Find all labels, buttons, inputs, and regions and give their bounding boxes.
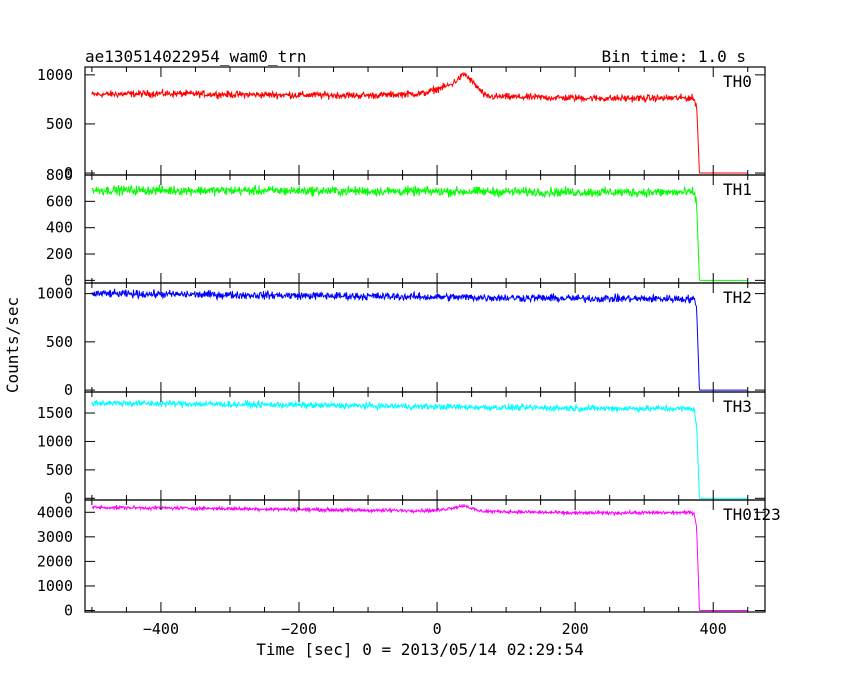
bin-time-label: Bin time: 1.0 s <box>602 47 747 66</box>
y-tick-label: 800 <box>46 166 73 184</box>
y-axis-label: Counts/sec <box>3 297 22 393</box>
panel-label-th2: TH2 <box>723 288 752 307</box>
panel-frame-th0123 <box>84 499 766 613</box>
series-line-th2 <box>91 288 748 391</box>
chart-title: ae130514022954_wam0_trn <box>85 47 307 66</box>
x-tick-label: 400 <box>700 620 727 638</box>
y-tick-label: 400 <box>46 219 73 237</box>
y-tick-label: 4000 <box>37 503 73 521</box>
panel-label-th0: TH0 <box>723 72 752 91</box>
y-tick-label: 0 <box>64 271 73 289</box>
x-tick-label: 0 <box>433 620 442 638</box>
y-tick-label: 2000 <box>37 552 73 570</box>
panels-group: 0 500 1000 TH0 0 200 400 600 800 TH1 0 500 1000 TH2 0 5… <box>37 66 781 620</box>
panel-label-th3: TH3 <box>723 397 752 416</box>
y-tick-label: 500 <box>46 333 73 351</box>
y-tick-label: 0 <box>64 164 73 182</box>
x-tick-label: −200 <box>281 620 317 638</box>
series-line-th3 <box>91 399 748 499</box>
y-tick-label: 1000 <box>37 66 73 84</box>
panel-frame-th0 <box>84 66 766 176</box>
panel-th2: 0 500 1000 TH2 <box>37 282 766 399</box>
y-tick-label: 1000 <box>37 432 73 450</box>
x-axis-label: Time [sec] 0 = 2013/05/14 02:29:54 <box>256 640 584 659</box>
panel-th1: 0 200 400 600 800 TH1 <box>46 166 766 289</box>
panel-label-th0123: TH0123 <box>723 505 781 524</box>
y-tick-label: 0 <box>64 381 73 399</box>
y-tick-label: 500 <box>46 461 73 479</box>
y-tick-label: 200 <box>46 245 73 263</box>
panel-label-th1: TH1 <box>723 180 752 199</box>
series-line-th0 <box>91 71 748 174</box>
y-tick-label: 1500 <box>37 404 73 422</box>
panel-th3: 0 500 1000 1500 TH3 <box>37 391 766 507</box>
x-tick-labels: −400 −200 0 200 400 <box>143 620 727 638</box>
panel-th0: 0 500 1000 TH0 <box>37 66 766 182</box>
y-tick-label: 500 <box>46 115 73 133</box>
x-tick-label: −400 <box>143 620 179 638</box>
y-tick-label: 600 <box>46 192 73 210</box>
x-tick-label: 200 <box>562 620 589 638</box>
panel-th0123: 0 1000 2000 3000 4000 TH0123 <box>37 499 781 620</box>
y-tick-label: 0 <box>64 602 73 620</box>
y-tick-label: 3000 <box>37 528 73 546</box>
y-tick-label: 0 <box>64 489 73 507</box>
series-line-th1 <box>91 184 748 281</box>
y-tick-label: 1000 <box>37 577 73 595</box>
series-line-th0123 <box>91 503 748 611</box>
y-tick-label: 1000 <box>37 285 73 303</box>
